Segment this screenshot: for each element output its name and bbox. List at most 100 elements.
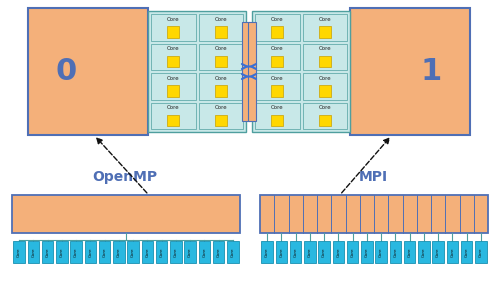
Bar xyxy=(319,85,331,97)
Text: Core: Core xyxy=(215,17,227,22)
Text: Core: Core xyxy=(318,76,331,81)
Text: Core: Core xyxy=(215,46,227,51)
Text: Core: Core xyxy=(308,247,312,257)
Bar xyxy=(227,241,239,263)
Bar xyxy=(252,11,350,132)
Text: 0: 0 xyxy=(56,57,77,86)
Bar xyxy=(199,241,210,263)
Bar xyxy=(304,241,316,263)
Text: Core: Core xyxy=(422,247,426,257)
Text: Core: Core xyxy=(167,76,180,81)
Text: Core: Core xyxy=(174,247,178,257)
Text: Core: Core xyxy=(450,247,454,257)
Bar xyxy=(260,195,488,233)
Text: OpenMP: OpenMP xyxy=(93,170,157,184)
Text: Core: Core xyxy=(465,247,469,257)
Bar xyxy=(404,241,415,263)
Text: Core: Core xyxy=(17,247,21,257)
Text: Core: Core xyxy=(294,247,298,257)
Bar xyxy=(461,241,473,263)
Text: Core: Core xyxy=(131,247,135,257)
Bar xyxy=(255,43,299,70)
Bar xyxy=(199,102,243,129)
Text: Core: Core xyxy=(318,105,331,110)
Text: Core: Core xyxy=(436,247,440,257)
Text: Core: Core xyxy=(145,247,149,257)
Bar xyxy=(319,26,331,38)
Text: Core: Core xyxy=(271,105,283,110)
Text: Core: Core xyxy=(46,247,50,257)
Text: Core: Core xyxy=(202,247,206,257)
Bar xyxy=(28,8,148,135)
Bar xyxy=(271,56,283,67)
Text: Core: Core xyxy=(215,105,227,110)
Text: Core: Core xyxy=(351,247,355,257)
Bar xyxy=(255,102,299,129)
Text: Core: Core xyxy=(160,247,164,257)
Text: Core: Core xyxy=(322,247,326,257)
Bar xyxy=(255,73,299,99)
Bar xyxy=(302,73,347,99)
Bar xyxy=(167,85,179,97)
Bar xyxy=(261,241,273,263)
Text: MPI: MPI xyxy=(359,170,387,184)
Bar xyxy=(418,241,430,263)
Bar xyxy=(432,241,444,263)
Bar xyxy=(350,8,470,135)
Text: Core: Core xyxy=(231,247,235,257)
Bar xyxy=(151,73,196,99)
Bar xyxy=(167,56,179,67)
Bar xyxy=(318,241,330,263)
Text: Core: Core xyxy=(167,46,180,51)
Text: Core: Core xyxy=(88,247,92,257)
Text: Core: Core xyxy=(479,247,483,257)
Bar xyxy=(248,22,256,121)
Text: Core: Core xyxy=(271,46,283,51)
Text: Core: Core xyxy=(117,247,121,257)
Bar xyxy=(151,43,196,70)
Text: Core: Core xyxy=(188,247,192,257)
Bar xyxy=(42,241,53,263)
Bar xyxy=(302,102,347,129)
Bar xyxy=(215,56,227,67)
Text: Core: Core xyxy=(279,247,283,257)
Text: Core: Core xyxy=(217,247,221,257)
Bar xyxy=(113,241,124,263)
Text: 1: 1 xyxy=(421,57,442,86)
Text: Core: Core xyxy=(271,17,283,22)
Text: Core: Core xyxy=(393,247,397,257)
Text: Core: Core xyxy=(74,247,78,257)
Text: Core: Core xyxy=(379,247,383,257)
Bar xyxy=(85,241,96,263)
Bar xyxy=(215,26,227,38)
Bar xyxy=(151,14,196,40)
Bar xyxy=(215,115,227,126)
Bar xyxy=(127,241,139,263)
Text: Core: Core xyxy=(265,247,269,257)
Bar xyxy=(13,241,25,263)
Bar xyxy=(141,241,153,263)
Bar xyxy=(56,241,68,263)
Text: Core: Core xyxy=(408,247,412,257)
Bar xyxy=(27,241,39,263)
Bar xyxy=(167,115,179,126)
Bar xyxy=(170,241,182,263)
Bar xyxy=(199,14,243,40)
Bar xyxy=(99,241,111,263)
Text: Core: Core xyxy=(60,247,64,257)
Bar xyxy=(333,241,344,263)
Text: Core: Core xyxy=(167,17,180,22)
Bar xyxy=(242,22,250,121)
Bar xyxy=(375,241,387,263)
Bar xyxy=(167,26,179,38)
Bar xyxy=(361,241,373,263)
Bar xyxy=(447,241,458,263)
Bar xyxy=(213,241,225,263)
Bar xyxy=(271,26,283,38)
Bar xyxy=(215,85,227,97)
Bar xyxy=(290,241,301,263)
Text: Core: Core xyxy=(318,17,331,22)
Text: Core: Core xyxy=(167,105,180,110)
Text: Core: Core xyxy=(336,247,340,257)
Bar xyxy=(184,241,196,263)
